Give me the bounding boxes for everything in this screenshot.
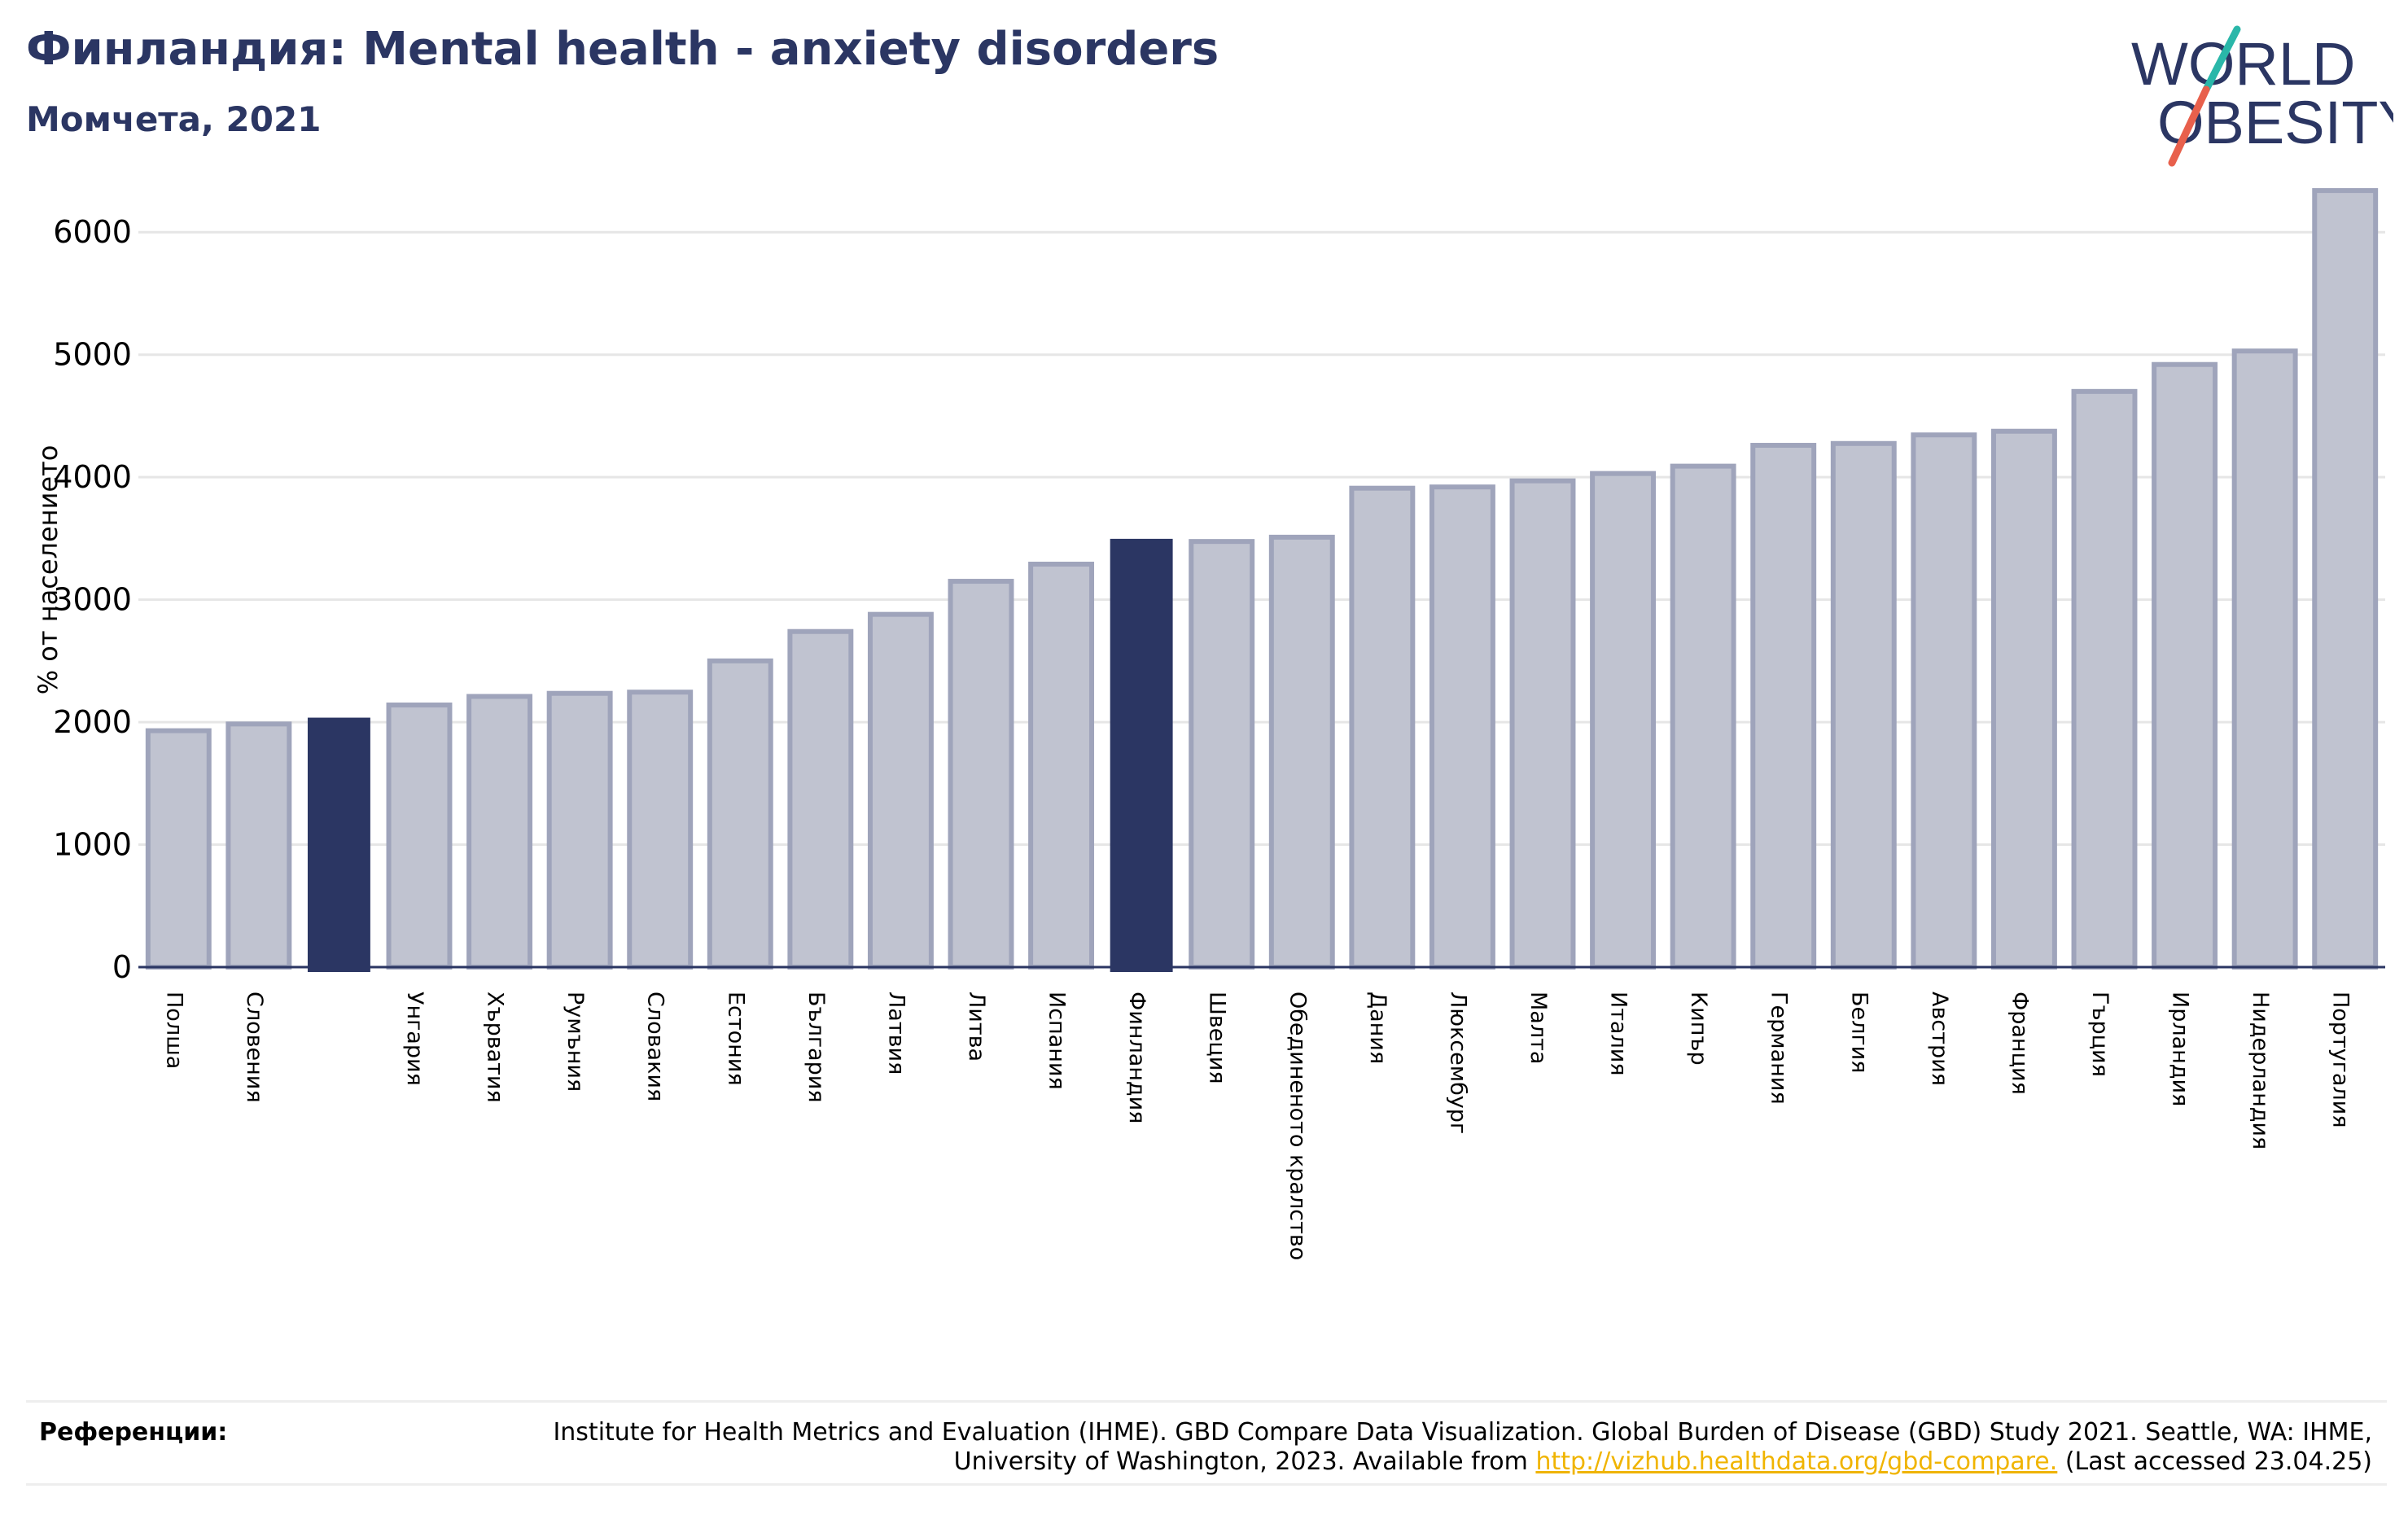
x-tick-label: България bbox=[803, 992, 829, 1103]
x-tick-label: Испания bbox=[1044, 992, 1070, 1090]
references-link[interactable]: http://vizhub.healthdata.org/gbd-compare… bbox=[1535, 1447, 2058, 1476]
bar bbox=[546, 690, 613, 970]
x-tick-label: Словения bbox=[242, 992, 267, 1103]
references-accessed: (Last accessed 23.04.25) bbox=[2057, 1447, 2372, 1476]
footer-top-divider bbox=[26, 1400, 2387, 1403]
x-tick-label: Швеция bbox=[1205, 992, 1230, 1084]
bar bbox=[2312, 188, 2379, 970]
x-tick-label: Унгария bbox=[402, 992, 427, 1086]
y-tick-label: 2000 bbox=[53, 704, 132, 740]
x-tick-label: Обединеното кралство bbox=[1285, 992, 1310, 1260]
bar bbox=[948, 579, 1014, 970]
bar bbox=[627, 690, 694, 970]
bar bbox=[1670, 463, 1736, 970]
x-tick-label: Словакия bbox=[643, 992, 668, 1101]
logo-text-obesity: OBESITY bbox=[2157, 89, 2393, 156]
bar bbox=[2071, 388, 2138, 970]
bar-chart: 0 1000 2000 3000 4000 5000 6000 Полша Словения У… bbox=[33, 188, 2385, 1260]
y-tick-label: 4000 bbox=[53, 459, 132, 495]
bar bbox=[145, 728, 212, 970]
bar bbox=[1268, 534, 1335, 970]
bar bbox=[2231, 348, 2298, 970]
y-tick-label: 5000 bbox=[53, 337, 132, 373]
x-tick-label: Франция bbox=[2007, 992, 2032, 1095]
logo-slash-coral bbox=[2168, 85, 2210, 167]
bar bbox=[225, 721, 292, 970]
bar-highlighted bbox=[307, 717, 370, 972]
bar bbox=[1509, 478, 1576, 970]
y-tick-label: 1000 bbox=[53, 827, 132, 863]
chart-title: Финландия: Mental health - anxiety disor… bbox=[26, 23, 1219, 76]
bar bbox=[1750, 443, 1817, 970]
bar bbox=[386, 703, 453, 970]
x-tick-label: Хърватия bbox=[483, 992, 508, 1103]
x-tick-label: Латвия bbox=[883, 992, 908, 1075]
bar bbox=[787, 628, 854, 970]
x-tick-label: Литва bbox=[964, 992, 989, 1062]
y-tick-labels: 0 1000 2000 3000 4000 5000 6000 bbox=[53, 214, 132, 985]
world-obesity-logo: WORLD OBESITY bbox=[2131, 25, 2393, 167]
bar-highlighted bbox=[1110, 538, 1173, 972]
x-tick-label: Португалия bbox=[2328, 992, 2353, 1127]
bar bbox=[1911, 432, 1977, 970]
x-tick-label: Германия bbox=[1767, 992, 1792, 1105]
x-tick-label: Естония bbox=[723, 992, 748, 1086]
bar bbox=[707, 658, 773, 970]
bar bbox=[1830, 440, 1897, 970]
bar bbox=[1189, 539, 1255, 970]
x-tick-label: Гърция bbox=[2087, 992, 2112, 1077]
references-label: Референции: bbox=[39, 1418, 228, 1447]
x-tick-label: Малта bbox=[1526, 992, 1551, 1064]
x-tick-label: Италия bbox=[1606, 992, 1631, 1076]
x-tick-label: Австрия bbox=[1927, 992, 1952, 1086]
x-tick-label: Финландия bbox=[1124, 992, 1149, 1123]
bar bbox=[1028, 561, 1095, 970]
bar bbox=[466, 694, 533, 970]
x-tick-label: Ирландия bbox=[2168, 992, 2193, 1106]
bar bbox=[1429, 484, 1495, 970]
bar bbox=[1590, 471, 1657, 970]
bar bbox=[2152, 361, 2218, 970]
x-tick-label: Румъния bbox=[563, 992, 588, 1092]
y-axis-label: % от населението bbox=[33, 445, 63, 695]
logo-slash-teal bbox=[2202, 25, 2241, 94]
logo-text-world: WORLD bbox=[2131, 30, 2355, 98]
y-tick-label: 0 bbox=[112, 949, 132, 985]
bar bbox=[1349, 485, 1416, 970]
bars bbox=[145, 188, 2379, 972]
y-tick-label: 3000 bbox=[53, 582, 132, 618]
y-tick-label: 6000 bbox=[53, 214, 132, 250]
references-text: Institute for Health Metrics and Evaluat… bbox=[500, 1418, 2372, 1477]
x-tick-label: Кипър bbox=[1686, 992, 1711, 1066]
bar bbox=[867, 611, 934, 970]
footer-bottom-divider bbox=[26, 1483, 2387, 1486]
x-tick-label: Дания bbox=[1365, 992, 1390, 1064]
x-tick-labels: Полша Словения Унгария Хърватия Румъния Слова… bbox=[161, 992, 2353, 1260]
bar bbox=[1990, 428, 2057, 970]
x-tick-label: Полша bbox=[161, 992, 186, 1069]
x-tick-label: Нидерландия bbox=[2248, 992, 2273, 1149]
references-body: Institute for Health Metrics and Evaluat… bbox=[553, 1418, 2372, 1476]
chart-subtitle: Момчета, 2021 bbox=[26, 99, 322, 139]
x-tick-label: Люксембург bbox=[1445, 992, 1470, 1134]
x-tick-label: Белгия bbox=[1846, 992, 1872, 1073]
